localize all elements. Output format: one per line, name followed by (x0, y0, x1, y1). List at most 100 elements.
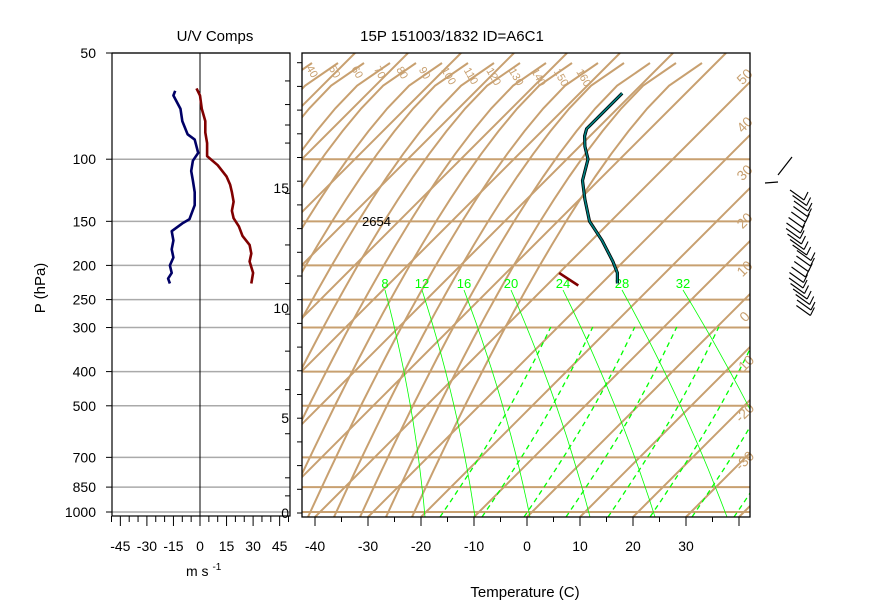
dry-adiabat (302, 62, 417, 190)
height-tick-label: 0 (281, 505, 289, 521)
uv-xtick-label: -45 (110, 538, 130, 554)
uv-xaxis-unit-exponent: -1 (212, 562, 221, 573)
isotherm-edge-label: -10 (732, 352, 758, 378)
mixing-ratio-line (384, 289, 426, 517)
moist-adiabat (565, 326, 678, 517)
temperature-tick-label: -30 (358, 538, 378, 554)
pressure-tick-label: 700 (73, 449, 97, 465)
wind-barb-shaft (796, 305, 811, 316)
pressure-tick-label: 200 (73, 257, 97, 273)
wind-barb-feather (809, 307, 815, 316)
pressure-tick-label: 1000 (65, 504, 96, 520)
uv-xtick-label: -15 (163, 538, 183, 554)
height-tick-label: 15 (273, 180, 289, 196)
wind-barb-feather (805, 268, 811, 278)
temperature-tick-label: 20 (625, 538, 641, 554)
mixing-ratio-label: 8 (381, 276, 388, 291)
mixing-ratio-line (621, 289, 728, 517)
dry-adiabat (302, 62, 573, 477)
wind-barb-shaft (786, 222, 801, 234)
isotherm (314, 80, 750, 517)
wind-barb-shaft (792, 195, 807, 206)
uv-panel-title: U/V Comps (177, 28, 254, 45)
dry-adiabat (302, 62, 469, 275)
wind-barb-shaft (788, 217, 803, 228)
wind-barb-feather (806, 290, 812, 300)
dry-adiabat-label: 140 (528, 67, 548, 89)
pressure-tick-label: 850 (73, 479, 97, 495)
wind-barb-feather (806, 208, 812, 217)
wind-barb-feather (800, 224, 806, 234)
wind-barb-feather (803, 241, 809, 250)
moist-adiabat (607, 326, 720, 517)
isotherm (792, 53, 887, 517)
uv-xtick-label: 30 (245, 538, 261, 554)
pressure-tick-label: 50 (80, 45, 96, 61)
wind-barb-shaft (796, 255, 811, 267)
moist-adiabat (439, 326, 552, 517)
temperature-tick-label: 10 (572, 538, 588, 554)
wind-barb-feather (806, 246, 812, 256)
moist-adiabat (691, 425, 750, 517)
wind-barb-shaft (796, 250, 812, 261)
dry-adiabat-label: 70 (371, 64, 388, 81)
wind-barb-shaft (789, 272, 804, 283)
skewt-panel-title: 15P 151003/1832 ID=A6C1 (360, 28, 544, 45)
wind-barb (764, 181, 779, 184)
wind-barb-shaft (787, 233, 802, 245)
isotherm (0, 53, 196, 517)
dry-adiabat (302, 62, 547, 423)
dry-adiabat-label: 130 (506, 66, 526, 88)
wind-barb-shaft (789, 189, 805, 201)
mixing-ratio-line (562, 289, 656, 517)
dewpoint-line (558, 271, 580, 287)
dry-adiabat-label: 80 (393, 65, 410, 82)
isotherm-edge-label: 50 (733, 65, 755, 87)
isotherm (420, 186, 750, 517)
isotherm (367, 133, 750, 517)
wind-barb-feather (802, 219, 808, 228)
dry-adiabat (302, 62, 365, 119)
pressure-axis-label: P (hPa) (32, 263, 49, 314)
dry-adiabat (307, 62, 599, 517)
mixing-ratio-line (510, 289, 591, 517)
isotherm (0, 53, 143, 517)
temperature-tick-label: -40 (305, 538, 325, 554)
uv-panel-frame (111, 52, 291, 517)
dry-adiabat-label: 150 (551, 67, 571, 89)
isotherm-edge-label: -30 (732, 448, 758, 474)
isotherm-edge-label: 30 (733, 161, 755, 183)
isotherm (473, 239, 750, 517)
dry-adiabat-label: 40 (303, 64, 320, 81)
temperature-tick-label: -20 (411, 538, 431, 554)
height-tick-label: 10 (273, 300, 289, 316)
isotherm-edge-label: 20 (733, 209, 755, 231)
isotherm (579, 345, 750, 517)
wind-barb-feather (809, 296, 815, 305)
dry-adiabat (359, 62, 651, 517)
wind-barb-feather (804, 285, 810, 294)
wind-barb-feather (807, 202, 813, 212)
mixing-ratio-line (463, 289, 531, 517)
wind-barb-shaft (785, 228, 801, 239)
mixing-ratio-line (682, 289, 750, 411)
moist-adiabat (481, 326, 594, 517)
wind-barb-shaft (790, 283, 805, 294)
isotherm (302, 53, 515, 267)
isotherm (845, 53, 887, 517)
dry-adiabat-label: 120 (483, 66, 503, 88)
pressure-tick-label: 100 (73, 151, 97, 167)
uv-xaxis-unit: m s (186, 563, 209, 579)
wind-barb-shaft (795, 294, 810, 305)
wind-barb-feather (802, 274, 808, 283)
uv-xtick-label: 0 (196, 538, 204, 554)
dry-adiabat-label: 50 (326, 64, 343, 81)
pressure-tick-label: 300 (73, 320, 97, 336)
pressure-tick-label: 500 (73, 398, 97, 414)
dry-adiabat-label: 60 (348, 64, 365, 81)
isotherm (302, 53, 409, 161)
wind-barb-feather (806, 197, 812, 206)
